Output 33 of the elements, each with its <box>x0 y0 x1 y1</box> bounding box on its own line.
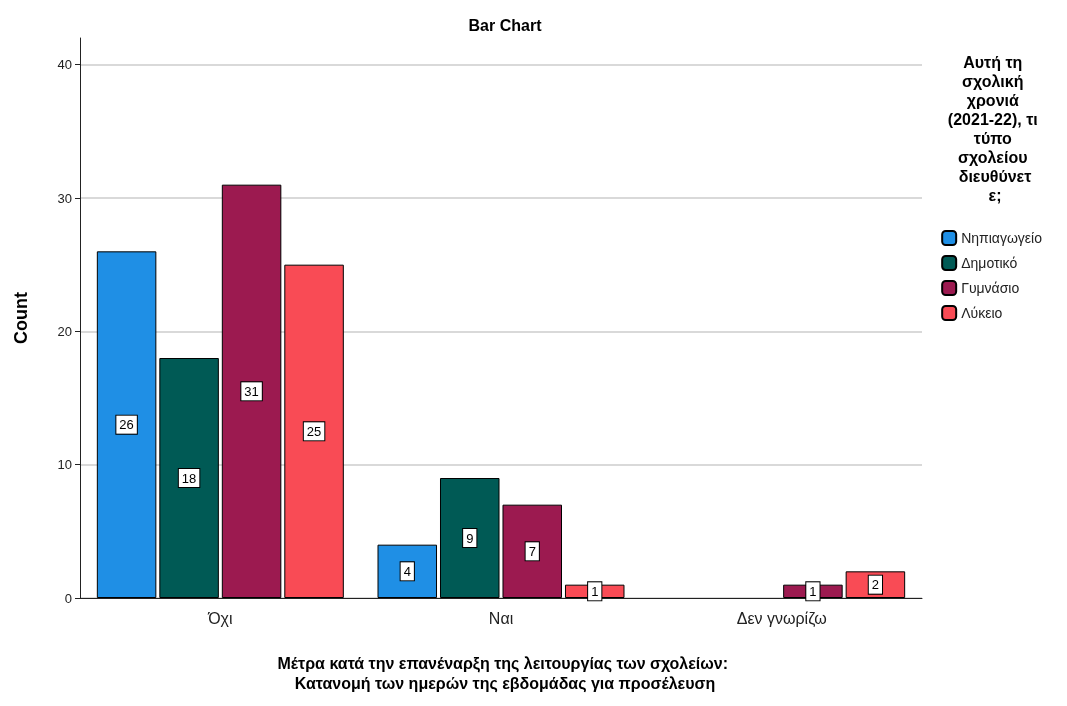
legend-label: Λύκειο <box>961 305 1003 321</box>
x-tick-label: Δεν γνωρίζω <box>736 609 827 628</box>
bar <box>221 184 282 598</box>
y-tick-label: 40 <box>57 57 72 73</box>
bar <box>159 358 219 598</box>
data-label: 7 <box>528 543 536 559</box>
data-label: 26 <box>119 417 134 433</box>
data-label: 4 <box>403 563 411 579</box>
x-tick-label: Ναι <box>488 609 514 627</box>
y-tick-label: 30 <box>57 190 72 206</box>
legend-title: Αυτή τη σχολική χρονιά (2021-22), τι τύπο σχολείου διευθύνετε; <box>947 54 1043 204</box>
chart-title: Bar Chart <box>468 16 543 34</box>
legend-label: Νηπιαγωγείο <box>961 230 1043 246</box>
data-label: 1 <box>591 583 599 599</box>
y-axis-title: Count <box>11 292 31 344</box>
bar <box>284 264 344 598</box>
data-label: 1 <box>809 583 817 599</box>
legend-label: Δημοτικό <box>961 255 1018 271</box>
y-tick-label: 0 <box>64 590 72 606</box>
y-tick-label: 20 <box>57 323 72 339</box>
data-label: 9 <box>466 530 474 546</box>
bar <box>96 251 157 598</box>
bar <box>502 504 562 598</box>
bar <box>440 478 500 598</box>
x-axis-title: Μέτρα κατά την επανέναρξη της λειτουργίας των σχολείων: Κατανομή των ημερών της εβδομάδας για προσέλευση <box>277 654 733 693</box>
data-label: 2 <box>871 577 880 593</box>
y-tick-label: 10 <box>57 457 72 473</box>
legend-label: Γυμνάσιο <box>961 280 1020 296</box>
bar <box>377 544 438 598</box>
x-tick-label: Όχι <box>207 609 233 627</box>
data-label: 31 <box>244 383 259 399</box>
data-label: 25 <box>306 423 322 439</box>
data-label: 18 <box>181 470 197 486</box>
